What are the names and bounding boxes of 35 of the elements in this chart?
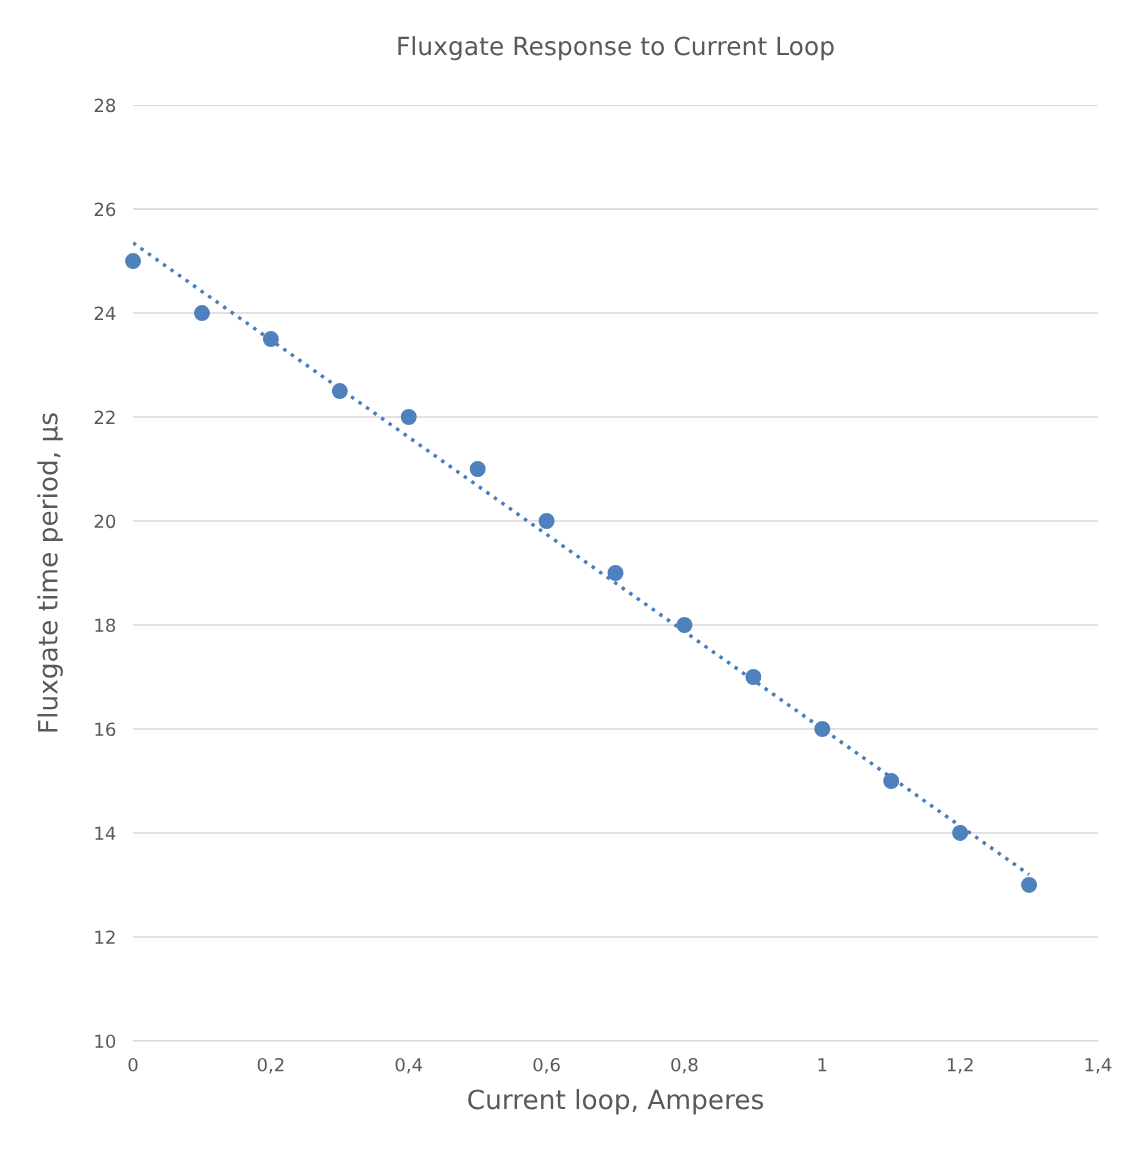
y-tick-label: 24 — [94, 306, 116, 320]
y-tick-label: 22 — [94, 410, 115, 424]
point — [331, 383, 348, 400]
y-axis-title: Fluxgate time period, µs — [37, 413, 63, 732]
x-tick-label: 1,4 — [1085, 1058, 1112, 1074]
x-tick-label: 0,8 — [671, 1057, 698, 1074]
x-tick-label: 1,2 — [947, 1057, 973, 1074]
point — [125, 253, 142, 270]
point — [193, 305, 210, 322]
point — [952, 824, 969, 841]
y-tick-label: 14 — [95, 826, 116, 840]
x-tick-label: 0,6 — [533, 1057, 560, 1074]
y-tick-label: 20 — [94, 514, 116, 529]
y-tick-label: 18 — [95, 618, 116, 633]
point — [469, 461, 486, 478]
x-tick-label: 1 — [818, 1058, 827, 1072]
chart-title: Fluxgate Response to Current Loop — [398, 36, 834, 61]
y-tick-label: 28 — [94, 98, 116, 113]
point — [745, 669, 762, 685]
y-tick-label: 26 — [94, 202, 116, 217]
y-tick-label: 12 — [95, 930, 115, 944]
point — [883, 772, 900, 789]
x-tick-label: 0 — [128, 1057, 138, 1072]
point — [262, 331, 279, 348]
y-tick-label: 16 — [95, 722, 116, 737]
y-tick-label: 10 — [95, 1034, 116, 1049]
x-axis-title: Current loop, Amperes — [468, 1088, 764, 1115]
point — [1021, 876, 1038, 893]
point — [676, 617, 693, 633]
x-tick-label: 0,2 — [257, 1057, 284, 1074]
point — [814, 721, 831, 737]
x-tick-label: 0,4 — [395, 1057, 423, 1074]
point — [607, 565, 624, 581]
point — [538, 513, 555, 529]
point — [400, 409, 417, 426]
